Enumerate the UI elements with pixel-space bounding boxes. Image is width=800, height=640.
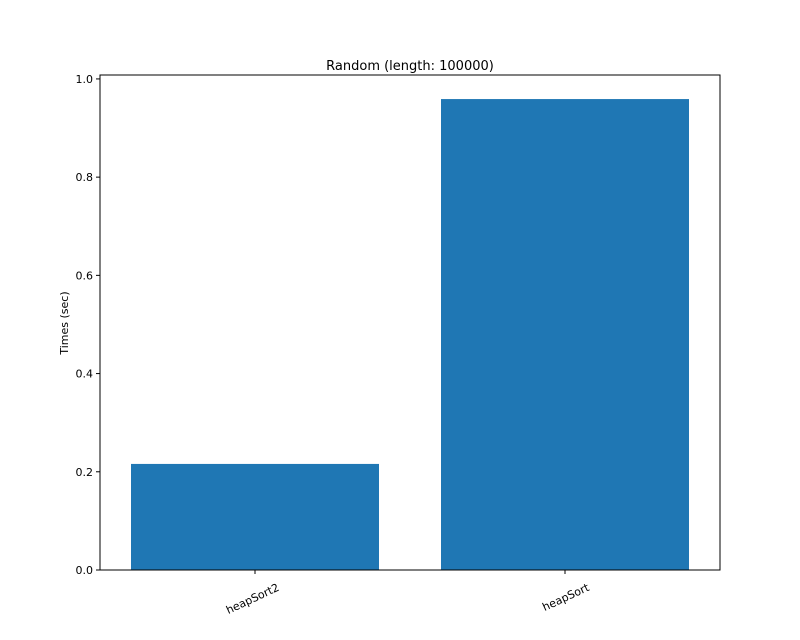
plot-frame bbox=[99, 74, 721, 571]
y-tick-label: 0.8 bbox=[76, 171, 94, 184]
y-tick-label: 0.2 bbox=[76, 466, 94, 479]
y-axis-label: Times (sec) bbox=[58, 291, 71, 355]
y-tick-label: 0.6 bbox=[76, 269, 94, 282]
bar bbox=[131, 463, 379, 570]
chart-title: Random (length: 100000) bbox=[326, 59, 494, 74]
y-tick-label: 0.0 bbox=[76, 564, 94, 577]
bar bbox=[441, 99, 689, 570]
y-tick-label: 1.0 bbox=[76, 73, 94, 86]
y-tick-label: 0.4 bbox=[76, 368, 94, 381]
